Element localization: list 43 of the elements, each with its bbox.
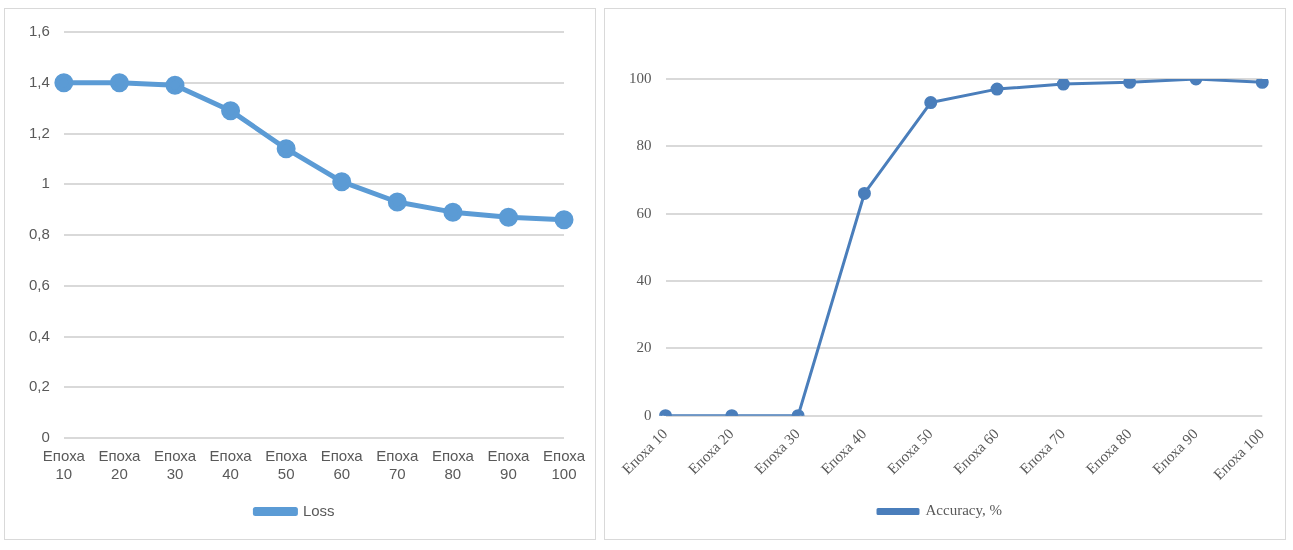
- y-tick-label: 1,6: [28, 22, 50, 40]
- point: [387, 192, 407, 212]
- point: [332, 172, 352, 192]
- x-tick-label: Епоха 60: [320, 447, 364, 483]
- point: [443, 202, 463, 222]
- point: [498, 207, 518, 227]
- x-tick-label: Епоха 90: [487, 447, 531, 483]
- x-tick-label: Епоха 100: [543, 447, 586, 483]
- y-tick-label: 0,4: [28, 326, 50, 344]
- x-tick-label: Епоха 50: [265, 447, 308, 483]
- point: [221, 101, 241, 121]
- legend-label: Accuracy, %: [925, 502, 1002, 519]
- y-tick-label: 1,2: [28, 123, 50, 141]
- y-tick-label: 0: [644, 406, 652, 423]
- x-tick-label: Епоха 20: [98, 447, 142, 483]
- point: [1255, 79, 1269, 89]
- y-tick-label: 80: [636, 137, 652, 154]
- y-tick-label: 0,8: [28, 225, 50, 243]
- y-tick-label: 60: [636, 204, 652, 221]
- legend-label: Loss: [302, 501, 335, 519]
- point: [54, 73, 74, 93]
- point: [165, 75, 185, 95]
- point: [990, 82, 1004, 96]
- y-tick-label: 1,4: [28, 72, 50, 90]
- point: [924, 96, 938, 110]
- x-tick-label: Епоха 30: [154, 447, 197, 483]
- x-tick-label: Епоха 10: [42, 447, 86, 483]
- point: [109, 73, 129, 93]
- x-tick-label: Епоха 80: [431, 447, 475, 483]
- point: [1056, 79, 1070, 91]
- y-tick-label: 40: [636, 271, 652, 288]
- x-tick-label: Епоха 70: [376, 447, 419, 483]
- y-tick-label: 0,6: [28, 275, 50, 293]
- y-tick-label: 20: [636, 339, 652, 356]
- y-tick-label: 0,2: [28, 377, 50, 395]
- point: [554, 210, 574, 230]
- point: [276, 139, 296, 159]
- y-tick-label: 0: [41, 428, 50, 446]
- y-tick-label: 1: [41, 174, 50, 192]
- y-tick-label: 100: [629, 69, 652, 86]
- point: [1123, 79, 1137, 89]
- point: [857, 186, 871, 200]
- x-tick-label: Епоха 40: [209, 447, 253, 483]
